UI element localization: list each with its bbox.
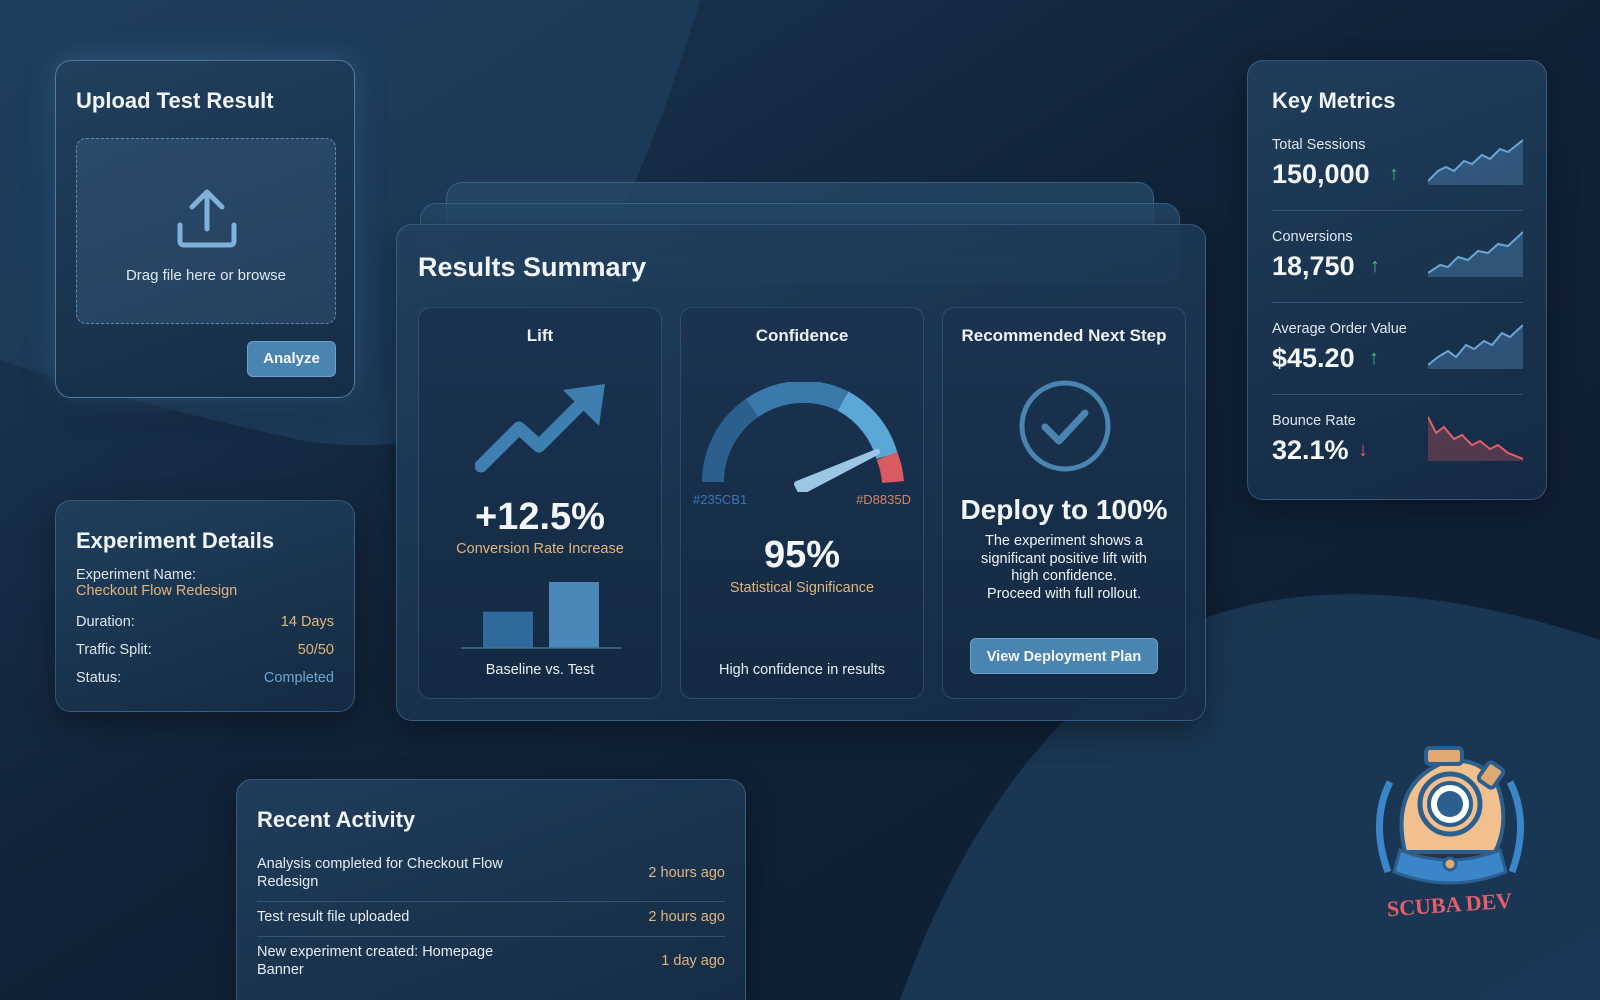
metric-average-order-value: Average Order Value $45.20 ↑: [1272, 303, 1523, 395]
upload-title: Upload Test Result: [76, 88, 274, 113]
detail-label: Status:: [76, 670, 122, 686]
metric-label: Bounce Rate: [1272, 413, 1356, 429]
results-title: Results Summary: [418, 252, 647, 282]
sparkline: [1428, 416, 1523, 461]
gauge-needle: [794, 449, 880, 492]
trend-up-icon: ↑: [1369, 347, 1379, 369]
activity-text: Analysis completed for Checkout Flow Red…: [257, 856, 503, 890]
test-bar: [549, 582, 599, 648]
detail-label: Traffic Split:: [76, 642, 152, 658]
trend-up-icon: ↑: [1389, 163, 1399, 185]
view-deployment-plan-button[interactable]: View Deployment Plan: [970, 638, 1158, 674]
activity-text: Test result file uploaded: [257, 909, 410, 925]
key-metrics-panel: Key Metrics Total Sessions 150,000 ↑ Con…: [1247, 60, 1547, 500]
confidence-footer: High confidence in results: [718, 662, 886, 678]
activity-time: 2 hours ago: [648, 865, 725, 881]
check-circle-icon: [1019, 380, 1111, 472]
confidence-subtitle: Statistical Significance: [729, 580, 875, 596]
gauge-left-label: #235CB1: [693, 492, 748, 507]
detail-label: Duration:: [76, 614, 135, 630]
lift-subtitle: Conversion Rate Increase: [456, 541, 624, 557]
detail-value: 50/50: [297, 642, 334, 658]
confidence-card: Confidence #235CB1 #D8835D 95% Statistic…: [680, 307, 924, 699]
confidence-value: 95%: [763, 534, 841, 576]
metric-bounce-rate: Bounce Rate 32.1% ↓: [1272, 395, 1523, 487]
sparkline: [1428, 231, 1523, 277]
metric-value: 32.1%: [1272, 435, 1349, 465]
metric-conversions: Conversions 18,750 ↑: [1272, 211, 1523, 303]
experiment-name-value: Checkout Flow Redesign: [76, 583, 238, 599]
detail-value: 14 Days: [280, 614, 334, 630]
metrics-title: Key Metrics: [1272, 88, 1396, 113]
trend-down-icon: ↓: [1358, 439, 1368, 461]
activity-item: Test result file uploaded 2 hours ago: [257, 909, 725, 937]
activity-time: 2 hours ago: [648, 909, 725, 925]
status-badge: Completed: [263, 670, 334, 686]
activity-item: New experiment created: Homepage Banner …: [257, 944, 725, 990]
duration-row: Duration: 14 Days: [76, 614, 334, 630]
details-title: Experiment Details: [76, 528, 275, 553]
activity-title: Recent Activity: [257, 807, 416, 832]
metric-label: Conversions: [1272, 229, 1353, 245]
diving-helmet-icon: SCUBA DEV: [1376, 746, 1524, 922]
dropzone-text: Drag file here or browse: [125, 267, 287, 284]
baseline-vs-test-bars: [461, 582, 621, 649]
experiment-details-panel: Experiment Details Experiment Name: Chec…: [55, 500, 355, 712]
metric-value: 18,750: [1272, 251, 1355, 281]
activity-time: 1 day ago: [661, 953, 725, 969]
metric-label: Total Sessions: [1272, 137, 1366, 153]
gauge-right-label: #D8835D: [856, 492, 911, 507]
activity-text: New experiment created: Homepage Banner: [257, 944, 494, 978]
metric-total-sessions: Total Sessions 150,000 ↑: [1272, 119, 1523, 211]
lift-title: Lift: [526, 326, 554, 345]
metric-label: Average Order Value: [1272, 321, 1407, 337]
confidence-gauge: [702, 382, 904, 492]
recent-activity-panel: Recent Activity Analysis completed for C…: [236, 779, 746, 1000]
next-step-card: Recommended Next Step Deploy to 100% The…: [942, 307, 1186, 699]
results-summary-panel: Results Summary Lift +12.5% Conversion R…: [396, 224, 1206, 721]
upload-panel: Upload Test Result Drag file here or bro…: [55, 60, 355, 398]
activity-item: Analysis completed for Checkout Flow Red…: [257, 856, 725, 902]
next-step-headline: Deploy to 100%: [960, 494, 1168, 525]
trend-up-icon: ↑: [1370, 255, 1380, 277]
metric-value: $45.20: [1272, 343, 1355, 373]
next-step-description: The experiment shows a significant posit…: [980, 533, 1147, 602]
baseline-bar: [483, 611, 533, 648]
sparkline: [1428, 139, 1523, 185]
trend-up-arrow-icon: [475, 384, 605, 473]
file-dropzone[interactable]: Drag file here or browse: [76, 138, 336, 324]
confidence-title: Confidence: [755, 326, 849, 345]
sparkline: [1428, 324, 1523, 369]
experiment-name-label: Experiment Name:: [76, 567, 197, 583]
status-row: Status: Completed: [76, 670, 334, 686]
upload-icon: [177, 189, 237, 248]
lift-footer: Baseline vs. Test: [485, 662, 595, 678]
traffic-split-row: Traffic Split: 50/50: [76, 642, 334, 658]
analyze-button[interactable]: Analyze: [247, 341, 336, 377]
experiment-name-row: Experiment Name: Checkout Flow Redesign: [76, 567, 334, 599]
next-step-title: Recommended Next Step: [961, 326, 1167, 345]
lift-card: Lift +12.5% Conversion Rate Increase Bas…: [418, 307, 662, 699]
lift-value: +12.5%: [475, 496, 605, 538]
metric-value: 150,000: [1272, 159, 1370, 189]
logo-text: SCUBA DEV: [1386, 888, 1513, 922]
